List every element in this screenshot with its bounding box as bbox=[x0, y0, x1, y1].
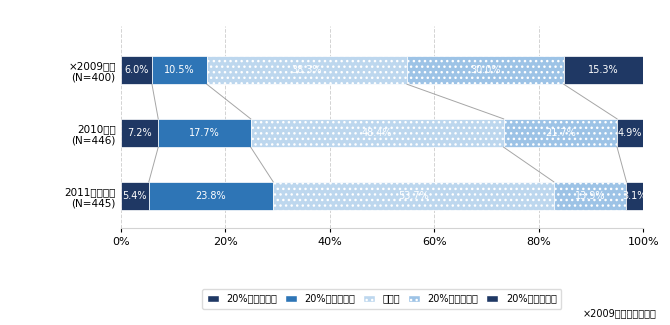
Text: 4.9%: 4.9% bbox=[618, 128, 642, 138]
Bar bbox=[504, 119, 617, 147]
Bar bbox=[407, 56, 563, 84]
Bar bbox=[207, 56, 407, 84]
Bar bbox=[554, 182, 626, 210]
Bar bbox=[158, 119, 251, 147]
Bar bbox=[152, 56, 207, 84]
Bar bbox=[121, 182, 149, 210]
Text: 17.7%: 17.7% bbox=[189, 128, 220, 138]
Bar bbox=[149, 182, 273, 210]
Text: 21.7%: 21.7% bbox=[545, 128, 576, 138]
Bar bbox=[617, 119, 643, 147]
Bar bbox=[251, 119, 504, 147]
Bar bbox=[273, 182, 554, 210]
Text: ×2009年度の調査より: ×2009年度の調査より bbox=[583, 308, 657, 318]
Legend: 20%以上の増加, 20%未満の増加, 横ばい, 20%未満の減少, 20%以上の減少: 20%以上の増加, 20%未満の増加, 横ばい, 20%未満の減少, 20%以上… bbox=[202, 289, 561, 308]
Bar bbox=[121, 56, 152, 84]
Text: 6.0%: 6.0% bbox=[124, 65, 149, 75]
Text: 3.1%: 3.1% bbox=[622, 191, 647, 201]
Text: 13.9%: 13.9% bbox=[575, 191, 606, 201]
Bar bbox=[121, 119, 158, 147]
Text: 5.4%: 5.4% bbox=[123, 191, 147, 201]
Text: 15.3%: 15.3% bbox=[588, 65, 619, 75]
Text: 23.8%: 23.8% bbox=[196, 191, 226, 201]
Text: 53.7%: 53.7% bbox=[398, 191, 429, 201]
Bar bbox=[563, 56, 644, 84]
Text: 7.2%: 7.2% bbox=[127, 128, 151, 138]
Bar bbox=[626, 182, 643, 210]
Text: 48.4%: 48.4% bbox=[362, 128, 393, 138]
Text: 38.3%: 38.3% bbox=[291, 65, 322, 75]
Text: 30.0%: 30.0% bbox=[470, 65, 500, 75]
Text: 10.5%: 10.5% bbox=[164, 65, 195, 75]
